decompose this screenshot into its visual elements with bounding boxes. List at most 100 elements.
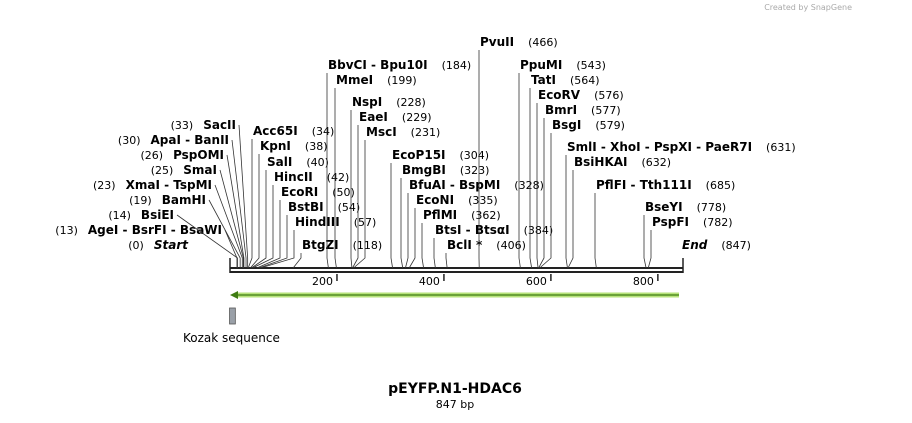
site-label: PflFI - Tth111I(685) bbox=[596, 178, 735, 192]
site-position: (25) bbox=[151, 164, 174, 177]
site-label: BsiHKAI(632) bbox=[574, 155, 671, 169]
site-label: (25) SmaI bbox=[151, 163, 217, 177]
site-position: (26) bbox=[140, 149, 163, 162]
site-name: BseYI bbox=[645, 200, 683, 214]
credit: Created by SnapGene bbox=[764, 3, 852, 12]
site-leader bbox=[260, 230, 294, 268]
site-name: BsiHKAI bbox=[574, 155, 628, 169]
site-position: (184) bbox=[442, 59, 472, 72]
site-position: (304) bbox=[460, 149, 490, 162]
site-leader bbox=[252, 185, 273, 268]
site-name: BsgI bbox=[552, 118, 581, 132]
site-label: EcoRI (50) bbox=[281, 185, 355, 199]
site-position: (564) bbox=[570, 74, 600, 87]
site-position: (384) bbox=[524, 224, 554, 237]
feature-label: Kozak sequence bbox=[183, 331, 280, 345]
map-title: pEYFP.N1-HDAC6 bbox=[388, 381, 522, 397]
site-position: (23) bbox=[93, 179, 116, 192]
site-position: (40) bbox=[306, 156, 329, 169]
site-position: (335) bbox=[468, 194, 498, 207]
site-position: (199) bbox=[387, 74, 417, 87]
site-position: (782) bbox=[703, 216, 733, 229]
site-leader bbox=[539, 118, 544, 268]
site-position: (778) bbox=[697, 201, 727, 214]
site-leader bbox=[566, 155, 567, 268]
site-position: (466) bbox=[528, 36, 558, 49]
site-position: (19) bbox=[129, 194, 152, 207]
site-name: SmlI - XhoI - PspXI - PaeR7I bbox=[567, 140, 752, 154]
site-name: EaeI bbox=[359, 110, 388, 124]
ruler-label: 800 bbox=[633, 275, 654, 288]
site-position: (13) bbox=[55, 224, 78, 237]
site-label: SmlI - XhoI - PspXI - PaeR7I (631) bbox=[567, 140, 796, 154]
site-label: (0)Start bbox=[128, 238, 189, 252]
site-label: NspI (228) bbox=[352, 95, 426, 109]
site-name: EcoRI bbox=[281, 185, 318, 199]
site-leader bbox=[401, 178, 403, 268]
site-label: EcoP15I (304) bbox=[392, 148, 489, 162]
site-leader bbox=[248, 139, 252, 268]
site-name: BamHI bbox=[162, 193, 206, 207]
site-label: (26)PspOMI bbox=[140, 148, 224, 162]
site-name: PflMI bbox=[423, 208, 457, 222]
site-name: PflFI - Tth111I bbox=[596, 178, 692, 192]
site-name: Start bbox=[154, 238, 189, 252]
site-label: MmeI (199) bbox=[336, 73, 417, 87]
site-label: BseYI (778) bbox=[645, 200, 726, 214]
site-label: (23)XmaI - TspMI bbox=[93, 178, 212, 192]
site-label: KpnI (38) bbox=[260, 139, 328, 153]
site-name: KpnI bbox=[260, 139, 291, 153]
site-name: MmeI bbox=[336, 73, 373, 87]
site-name: BmgBI bbox=[402, 163, 446, 177]
site-label: (13)AgeI - BsrFI - BsaWI bbox=[55, 223, 222, 237]
site-leader bbox=[409, 208, 415, 268]
site-name: BsiEI bbox=[141, 208, 174, 222]
site-name: SmaI bbox=[183, 163, 217, 177]
site-position: (50) bbox=[332, 186, 355, 199]
site-position: (543) bbox=[576, 59, 606, 72]
site-name: BbvCI - Bpu10I bbox=[328, 58, 428, 72]
site-name: BfuAI - BspMI bbox=[409, 178, 500, 192]
site-leader bbox=[391, 163, 393, 268]
site-position: (847) bbox=[721, 239, 751, 252]
site-label: EcoRV(576) bbox=[538, 88, 624, 102]
site-name: EcoNI bbox=[416, 193, 454, 207]
site-label: BstBI(54) bbox=[288, 200, 360, 214]
site-label: (19) BamHI bbox=[129, 193, 206, 207]
site-label: BmrI(577) bbox=[545, 103, 621, 117]
site-position: (231) bbox=[411, 126, 441, 139]
site-position: (579) bbox=[595, 119, 625, 132]
site-label: PpuMI(543) bbox=[520, 58, 606, 72]
site-position: (14) bbox=[108, 209, 131, 222]
ruler-label: 400 bbox=[419, 275, 440, 288]
site-name: EcoP15I bbox=[392, 148, 446, 162]
site-position: (38) bbox=[305, 140, 328, 153]
site-name: BtsI - BtsαI bbox=[435, 223, 510, 237]
site-position: (34) bbox=[312, 125, 335, 138]
feature-box bbox=[230, 308, 236, 324]
site-leader bbox=[434, 238, 435, 268]
site-position: (228) bbox=[396, 96, 426, 109]
site-label: (33)SacII bbox=[171, 118, 236, 132]
site-label: MscI(231) bbox=[366, 125, 440, 139]
site-name: EcoRV bbox=[538, 88, 581, 102]
site-position: (577) bbox=[591, 104, 621, 117]
site-position: (631) bbox=[766, 141, 796, 154]
site-label: BmgBI(323) bbox=[402, 163, 489, 177]
site-name: TatI bbox=[531, 73, 556, 87]
site-label: Acc65I(34) bbox=[253, 124, 334, 138]
site-position: (406) bbox=[496, 239, 526, 252]
site-position: (362) bbox=[471, 209, 501, 222]
site-name: ApaI - BanII bbox=[151, 133, 230, 147]
site-name: HincII bbox=[274, 170, 313, 184]
site-label: (30)ApaI - BanII bbox=[118, 133, 229, 147]
site-name: BtgZI bbox=[302, 238, 339, 252]
site-name: NspI bbox=[352, 95, 382, 109]
site-name: HindIII bbox=[295, 215, 340, 229]
site-label: BtgZI(118) bbox=[302, 238, 382, 252]
site-leader bbox=[257, 200, 280, 268]
site-label: BfuAI - BspMI(328) bbox=[409, 178, 544, 192]
site-label: (14) BsiEI bbox=[108, 208, 174, 222]
